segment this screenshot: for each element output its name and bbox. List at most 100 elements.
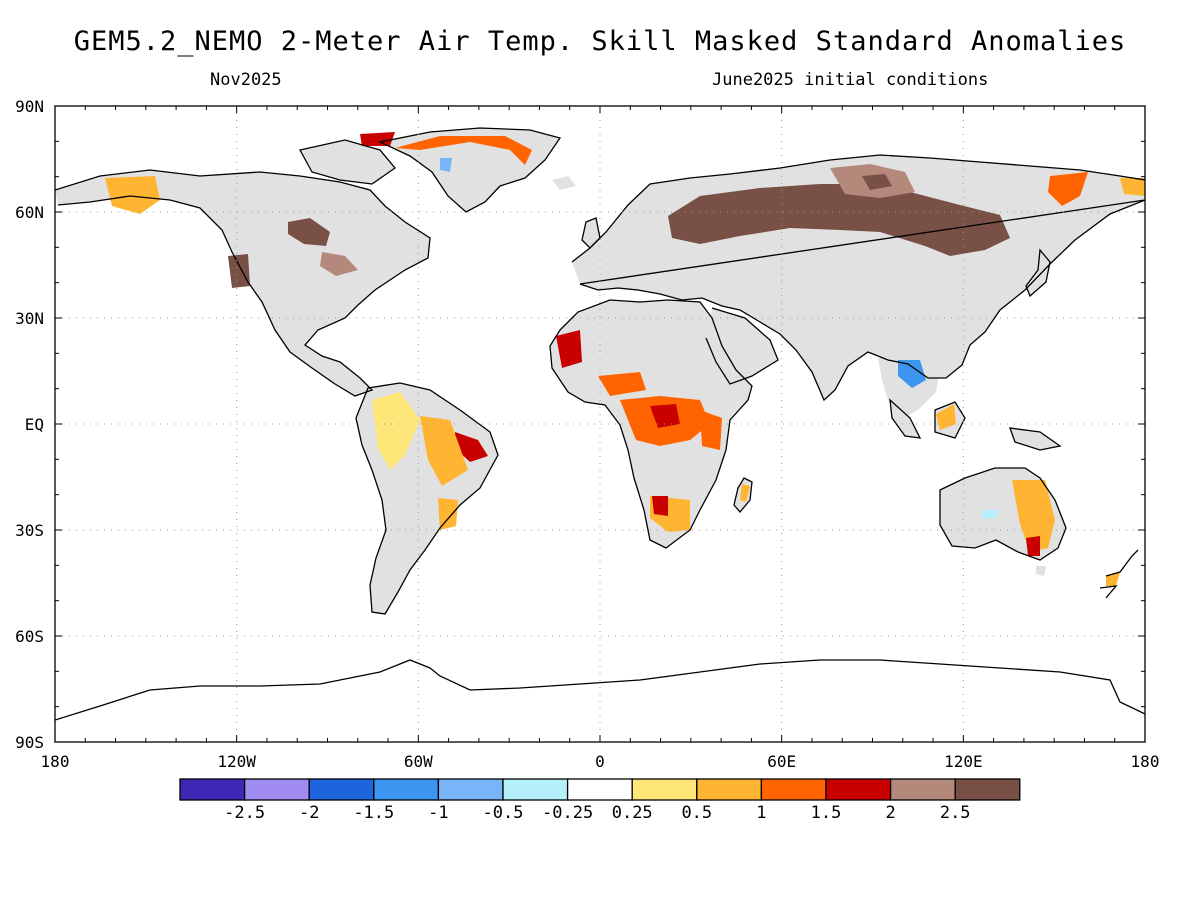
legend-swatch: [308, 778, 375, 801]
greenland-coastline: [377, 127, 562, 213]
brazil-anomaly-1.5: [455, 432, 488, 462]
legend-label: -2.5: [224, 803, 265, 823]
legend-swatch: [696, 778, 763, 801]
legend-swatch: [437, 778, 504, 801]
south-america-coastline: [355, 382, 499, 615]
tasmania: [1036, 566, 1046, 576]
anomaly-patches: [105, 132, 1145, 586]
legend-swatch: [825, 778, 892, 801]
japan: [1026, 250, 1050, 296]
lon-label: 180: [1131, 752, 1160, 771]
lon-label: 180: [41, 752, 70, 771]
new-guinea-coastline: [1009, 427, 1062, 451]
eurasia-coastline: [571, 154, 1145, 402]
legend-swatch: [373, 778, 440, 801]
lon-label: 120E: [944, 752, 983, 771]
canadian-archipelago: [300, 140, 395, 184]
pampas-anomaly: [438, 498, 458, 530]
lat-label: 30N: [15, 309, 44, 328]
color-legend: -2.5 -2 -1.5 -1 -0.5 -0.25 0.25 0.5 1 1.5 2 2.5: [179, 778, 1021, 823]
legend-swatch: [889, 778, 956, 801]
legend-label: -0.25: [542, 803, 593, 823]
lon-label: 60W: [404, 752, 433, 771]
land-mask: [55, 128, 1145, 614]
new-guinea: [1010, 428, 1060, 450]
legend-label: -1: [428, 803, 448, 823]
madagascar-anomaly: [740, 484, 750, 502]
lat-label: 90S: [15, 733, 44, 752]
sumatra: [890, 400, 920, 438]
australia-coastline: [939, 467, 1067, 561]
legend-label: -2: [299, 803, 319, 823]
british-isles: [582, 218, 600, 248]
lat-label: 30S: [15, 521, 44, 540]
axis-ticks: [54, 105, 1146, 743]
brazil-anomaly-1: [420, 416, 468, 486]
greenland-cold-patch: [440, 158, 452, 172]
legend-label: 0.5: [681, 803, 712, 823]
australia-cold-patch: [982, 510, 998, 518]
greenland-rim-anomaly: [395, 136, 532, 165]
japan-coastline: [1025, 248, 1051, 298]
lat-label: EQ: [25, 415, 44, 434]
legend-swatch: [760, 778, 827, 801]
north-america-landmass: [55, 170, 430, 396]
british-isles-coastline: [581, 217, 601, 249]
lon-label: 120W: [217, 752, 256, 771]
east-africa-anomaly: [700, 410, 722, 450]
rockies-anomaly: [228, 254, 250, 288]
north-america-coastline: [55, 169, 431, 397]
lat-label: 90N: [15, 97, 44, 116]
lon-label: 0: [595, 752, 605, 771]
latitude-labels: 90N 60N 30N EQ 30S 60S 90S: [15, 97, 44, 752]
madagascar-coastline: [733, 477, 753, 514]
legend-label: 1: [756, 803, 766, 823]
canada-anomaly-2.5: [288, 218, 330, 246]
legend-swatch: [954, 778, 1021, 801]
graticule: [55, 106, 1145, 742]
africa-coastline: [549, 299, 753, 549]
legend-label: 1.5: [811, 803, 842, 823]
iceland: [552, 176, 576, 190]
legend-swatch: [631, 778, 698, 801]
map-content: [55, 106, 1145, 742]
kalahari-anomaly: [652, 496, 668, 516]
sumatra-coastline: [889, 398, 922, 439]
canadian-archipelago-coastline: [299, 139, 396, 185]
legend-label: 2.5: [940, 803, 971, 823]
legend-label: 0.25: [612, 803, 653, 823]
chukotka-anomaly: [1120, 178, 1145, 196]
lat-label: 60S: [15, 627, 44, 646]
longitude-labels: 180 120W 60W 0 60E 120E 180: [41, 752, 1160, 771]
legend-swatch: [566, 778, 633, 801]
southeast-australia-anomaly: [1026, 536, 1040, 556]
west-africa-anomaly: [598, 372, 646, 396]
initial-conditions-label: June2025 initial conditions: [712, 70, 989, 90]
borneo-coastline: [934, 401, 966, 439]
lat-label: 60N: [15, 203, 44, 222]
valid-month-label: Nov2025: [210, 70, 282, 90]
lon-label: 60E: [767, 752, 796, 771]
arabia-coastline: [705, 307, 779, 385]
new-zealand-coastline: [1099, 549, 1139, 599]
legend-swatch: [243, 778, 310, 801]
legend-swatch: [179, 778, 246, 801]
alaska-anomaly: [105, 176, 160, 214]
yakutia-core-anomaly: [862, 174, 892, 190]
legend-swatch: [502, 778, 569, 801]
siberia-anomaly-2.5: [668, 184, 1010, 256]
sahel-anomaly-1.5: [556, 330, 582, 368]
canada-anomaly-2: [320, 252, 358, 276]
east-australia-anomaly-1: [1012, 480, 1055, 552]
antarctica-coastline: [55, 659, 1145, 721]
legend-label: 2: [885, 803, 895, 823]
indochina-cold-patch: [898, 360, 926, 388]
north-greenland-anomaly: [360, 132, 395, 146]
amazon-anomaly-0.5: [372, 392, 420, 470]
coastlines: [55, 127, 1145, 721]
legend-label: -0.5: [483, 803, 524, 823]
east-siberia-anomaly: [1048, 172, 1088, 206]
congo-anomaly: [650, 404, 680, 428]
legend-label: -1.5: [353, 803, 394, 823]
